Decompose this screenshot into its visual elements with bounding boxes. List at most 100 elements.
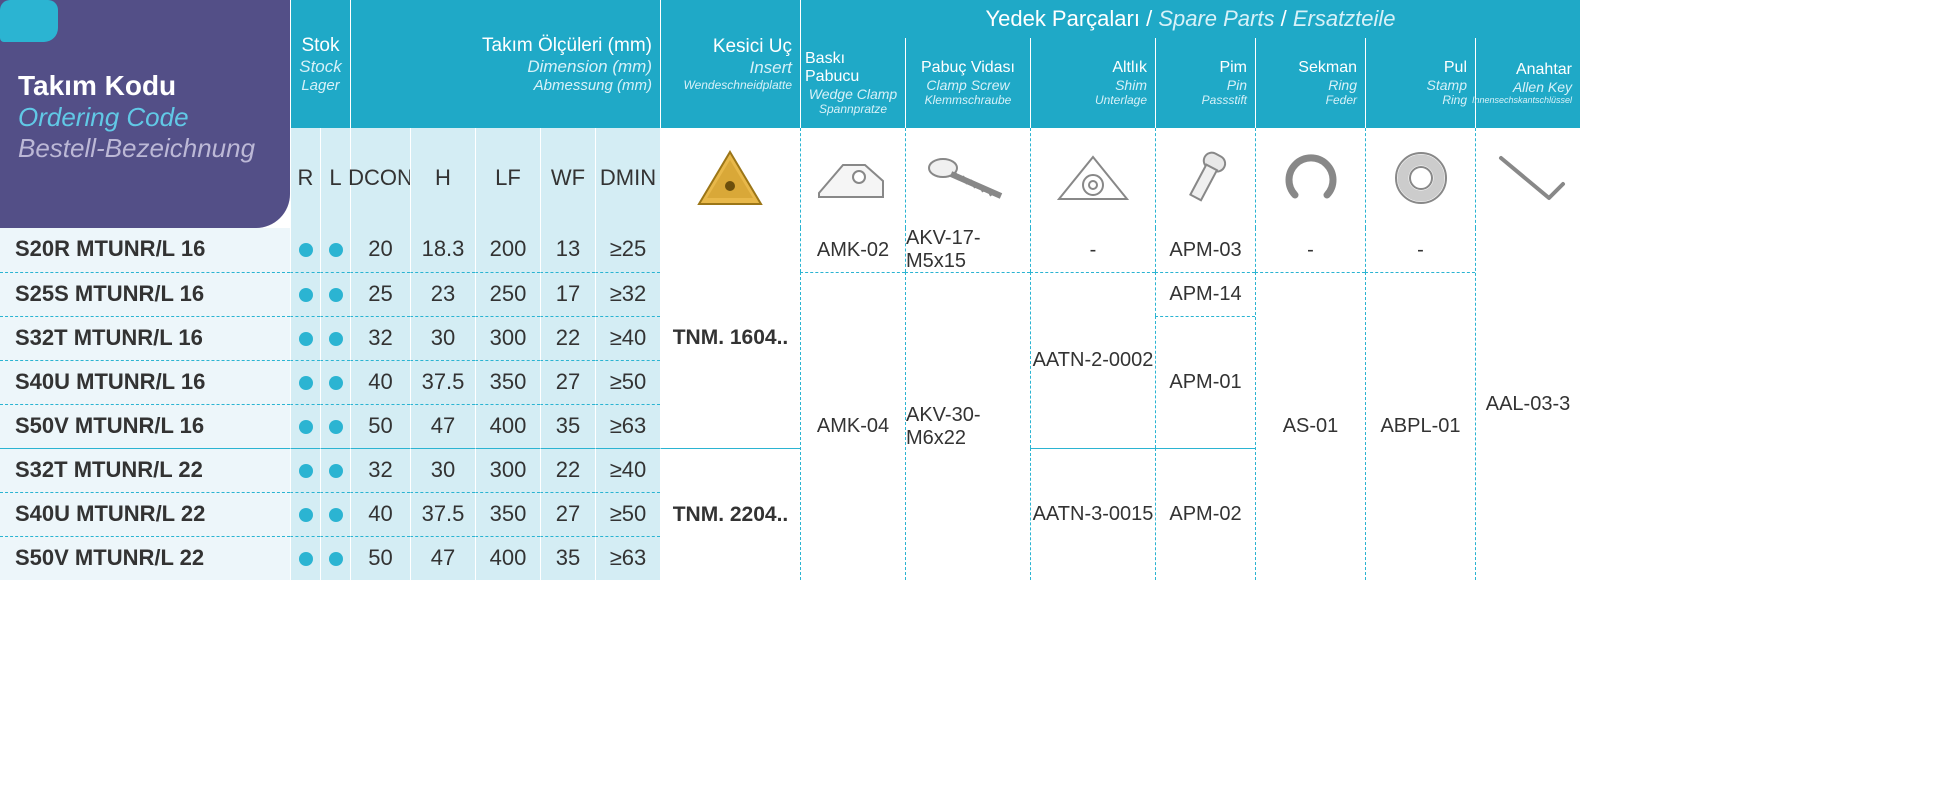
val-lf: 300 bbox=[475, 316, 540, 360]
row-code: S40U MTUNR/L 16 bbox=[0, 360, 290, 404]
val-dmin: ≥50 bbox=[595, 492, 660, 536]
ordering-en: Ordering Code bbox=[18, 102, 280, 133]
stock-l bbox=[320, 448, 350, 492]
val-wf: 35 bbox=[540, 536, 595, 580]
stock-dot bbox=[329, 420, 343, 434]
ordering-code-block: Takım Kodu Ordering Code Bestell-Bezeich… bbox=[0, 0, 290, 228]
wedge-clamp-icon bbox=[800, 128, 905, 228]
stock-dot bbox=[299, 552, 313, 566]
part-ring: - bbox=[1255, 228, 1365, 272]
val-dcon: 50 bbox=[350, 536, 410, 580]
stock-dot bbox=[299, 243, 313, 257]
val-dmin: ≥50 bbox=[595, 360, 660, 404]
row-code: S32T MTUNR/L 16 bbox=[0, 316, 290, 360]
col-h: H bbox=[410, 128, 475, 228]
val-wf: 13 bbox=[540, 228, 595, 272]
val-dcon: 32 bbox=[350, 448, 410, 492]
val-dcon: 20 bbox=[350, 228, 410, 272]
val-lf: 400 bbox=[475, 404, 540, 448]
val-dcon: 25 bbox=[350, 272, 410, 316]
val-h: 18.3 bbox=[410, 228, 475, 272]
row-code: S50V MTUNR/L 16 bbox=[0, 404, 290, 448]
val-wf: 22 bbox=[540, 316, 595, 360]
row-code: S40U MTUNR/L 22 bbox=[0, 492, 290, 536]
val-h: 23 bbox=[410, 272, 475, 316]
stock-dot bbox=[299, 288, 313, 302]
col-wf: WF bbox=[540, 128, 595, 228]
spare-parts-banner: Yedek Parçaları / Spare Parts / Ersatzte… bbox=[800, 0, 1580, 38]
val-lf: 350 bbox=[475, 492, 540, 536]
wedge-header: Baskı PabucuWedge ClampSpannpratze bbox=[800, 38, 905, 128]
dimension-header: Takım Ölçüleri (mm) Dimension (mm) Abmes… bbox=[350, 0, 660, 128]
stamp-ring-icon bbox=[1365, 128, 1475, 228]
val-dmin: ≥40 bbox=[595, 448, 660, 492]
stock-l bbox=[320, 316, 350, 360]
stock-dot bbox=[299, 420, 313, 434]
val-h: 37.5 bbox=[410, 360, 475, 404]
part-pin: APM-03 bbox=[1155, 228, 1255, 272]
val-lf: 350 bbox=[475, 360, 540, 404]
pin-header: PimPinPassstift bbox=[1155, 38, 1255, 128]
stock-r bbox=[290, 272, 320, 316]
allen-key-icon bbox=[1475, 128, 1580, 228]
part-stamp: ABPL-01 bbox=[1365, 272, 1475, 580]
stock-dot bbox=[329, 332, 343, 346]
val-dmin: ≥63 bbox=[595, 536, 660, 580]
col-l: L bbox=[320, 128, 350, 228]
stock-dot bbox=[329, 464, 343, 478]
col-lf: LF bbox=[475, 128, 540, 228]
shim-header: AltlıkShimUnterlage bbox=[1030, 38, 1155, 128]
stock-header: Stok Stock Lager bbox=[290, 0, 350, 128]
val-dmin: ≥25 bbox=[595, 228, 660, 272]
val-wf: 17 bbox=[540, 272, 595, 316]
ordering-de: Bestell-Bezeichnung bbox=[18, 133, 280, 164]
stock-l bbox=[320, 272, 350, 316]
stock-l bbox=[320, 228, 350, 272]
part-insert: TNM. 1604.. bbox=[660, 228, 800, 448]
clampscrew-header: Pabuç VidasıClamp ScrewKlemmschraube bbox=[905, 38, 1030, 128]
shim-icon bbox=[1030, 128, 1155, 228]
col-r: R bbox=[290, 128, 320, 228]
stamp-header: PulStampRing bbox=[1365, 38, 1475, 128]
ring-icon bbox=[1255, 128, 1365, 228]
stock-dot bbox=[299, 508, 313, 522]
row-code: S25S MTUNR/L 16 bbox=[0, 272, 290, 316]
stock-r bbox=[290, 316, 320, 360]
part-pin: APM-02 bbox=[1155, 448, 1255, 580]
part-key: AAL-03-3 bbox=[1475, 228, 1580, 580]
part-shim: AATN-3-0015 bbox=[1030, 448, 1155, 580]
val-dmin: ≥32 bbox=[595, 272, 660, 316]
row-code: S50V MTUNR/L 22 bbox=[0, 536, 290, 580]
stock-dot bbox=[329, 508, 343, 522]
stock-r bbox=[290, 492, 320, 536]
val-wf: 22 bbox=[540, 448, 595, 492]
stock-dot bbox=[299, 376, 313, 390]
val-h: 47 bbox=[410, 404, 475, 448]
pin-icon bbox=[1155, 128, 1255, 228]
val-dmin: ≥63 bbox=[595, 404, 660, 448]
tab-decoration bbox=[0, 0, 58, 42]
stock-l bbox=[320, 536, 350, 580]
row-code: S32T MTUNR/L 22 bbox=[0, 448, 290, 492]
val-dcon: 40 bbox=[350, 360, 410, 404]
stock-l bbox=[320, 360, 350, 404]
stock-dot bbox=[329, 552, 343, 566]
table-body: S20R MTUNR/L 162018.320013≥25S25S MTUNR/… bbox=[0, 228, 1585, 580]
ring-header: SekmanRingFeder bbox=[1255, 38, 1365, 128]
catalog-table: Takım Kodu Ordering Code Bestell-Bezeich… bbox=[0, 0, 1585, 580]
key-header: AnahtarAllen KeyInnensechskantschlüssel bbox=[1475, 38, 1580, 128]
val-h: 37.5 bbox=[410, 492, 475, 536]
val-dcon: 50 bbox=[350, 404, 410, 448]
val-dmin: ≥40 bbox=[595, 316, 660, 360]
part-shim: AATN-2-0002 bbox=[1030, 272, 1155, 448]
stock-dot bbox=[329, 376, 343, 390]
part-insert: TNM. 2204.. bbox=[660, 448, 800, 580]
part-ring: AS-01 bbox=[1255, 272, 1365, 580]
val-h: 30 bbox=[410, 448, 475, 492]
row-code: S20R MTUNR/L 16 bbox=[0, 228, 290, 272]
stock-r bbox=[290, 536, 320, 580]
col-dcon: DCON bbox=[350, 128, 410, 228]
part-stamp: - bbox=[1365, 228, 1475, 272]
val-dcon: 40 bbox=[350, 492, 410, 536]
part-clampScrew: AKV-30-M6x22 bbox=[905, 272, 1030, 580]
